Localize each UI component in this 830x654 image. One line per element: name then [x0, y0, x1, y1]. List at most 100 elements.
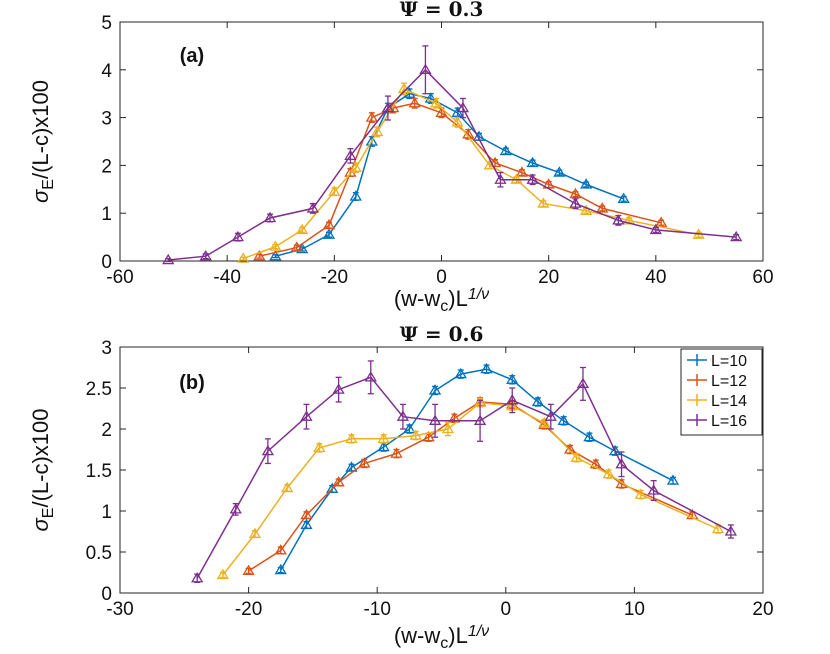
x-tick-label: 0 [436, 267, 447, 288]
data-point [274, 544, 287, 555]
x-tick-label: 40 [645, 267, 666, 288]
y-tick-label: 2 [101, 156, 112, 177]
data-point [526, 173, 539, 184]
x-tick-label: -20 [321, 267, 348, 288]
series-l16 [162, 45, 743, 265]
y-axis-label: σE/(L-c)x100 [28, 80, 57, 203]
series-line [242, 87, 699, 260]
y-tick-label: 3 [101, 338, 112, 359]
legend: L=10 L=12 L=14 L=16 [680, 348, 763, 436]
x-tick-label: -60 [106, 267, 133, 288]
plot-area-frame [119, 346, 764, 594]
data-point [553, 166, 566, 177]
data-point [253, 249, 266, 261]
data-point [377, 432, 390, 443]
data-point [296, 223, 309, 235]
y-tick-label: 1 [101, 204, 112, 225]
data-point [615, 457, 628, 469]
series-line [196, 376, 732, 579]
y-tick-label: 0 [101, 584, 112, 605]
data-point [263, 211, 277, 223]
data-point [358, 457, 371, 468]
data-point [345, 432, 358, 443]
x-label-superscript: 1/ν [468, 286, 489, 303]
data-point [365, 135, 378, 146]
data-point [349, 161, 362, 172]
series-l10 [274, 362, 680, 575]
chart-title: Ψ = 0.6 [400, 322, 484, 346]
data-point [711, 522, 725, 534]
x-tick-label: 0 [501, 599, 512, 620]
data-point [281, 481, 294, 493]
data-point [300, 518, 313, 530]
title-symbol: Ψ [400, 0, 419, 21]
y-tick-label: 4 [101, 61, 112, 82]
data-point [409, 429, 422, 440]
x-axis-label: (w-wc)L1/ν [394, 286, 489, 315]
data-point [569, 197, 582, 208]
chart-title: Ψ = 0.3 [400, 0, 484, 21]
data-point [306, 202, 320, 213]
legend-item: L=12 [687, 373, 747, 390]
data-point [617, 192, 630, 204]
x-tick-label: -30 [106, 599, 133, 620]
series-l16 [191, 360, 737, 583]
y-label-main: σ [28, 518, 53, 532]
series-line [222, 402, 719, 576]
y-tick-label: 2 [101, 420, 112, 441]
data-point [248, 527, 262, 539]
data-point [451, 116, 464, 127]
legend-item: L=16 [687, 413, 747, 430]
data-point [538, 418, 551, 430]
data-point [473, 414, 487, 425]
data-point [506, 394, 519, 405]
data-point [274, 563, 287, 575]
data-point [344, 149, 357, 160]
data-point [538, 416, 551, 428]
title-value: = 0.6 [418, 322, 483, 346]
y-tick-label: 0.5 [86, 543, 112, 564]
data-point [390, 447, 403, 458]
x-tick-label: 10 [624, 599, 645, 620]
x-tick-label: -20 [235, 599, 262, 620]
data-point [269, 249, 282, 261]
data-point [570, 451, 583, 462]
series-l14 [237, 82, 705, 263]
data-point [290, 241, 303, 252]
data-point [602, 467, 615, 479]
x-label-after: )L [448, 286, 468, 311]
data-point [313, 441, 326, 453]
x-label-after: )L [448, 623, 468, 648]
data-point [608, 444, 622, 456]
data-point [408, 96, 421, 108]
y-tick-label: 2.5 [86, 379, 112, 400]
data-point [332, 476, 345, 487]
title-value: = 0.3 [418, 0, 483, 21]
data-point [422, 430, 435, 442]
x-tick-label: 60 [752, 267, 773, 288]
data-point [322, 228, 336, 239]
data-point [396, 410, 410, 421]
data-point [377, 440, 390, 452]
y-label-main: σ [28, 189, 53, 203]
data-point [371, 125, 384, 137]
data-point [424, 92, 437, 103]
data-point [191, 571, 204, 583]
x-axis-label: (w-wc)L1/ν [394, 623, 489, 652]
data-point [576, 377, 590, 389]
data-point [430, 96, 443, 108]
series-l14 [216, 396, 725, 580]
x-tick-label: -40 [213, 267, 240, 288]
data-point [349, 190, 362, 201]
data-point [199, 249, 212, 261]
data-point [328, 185, 341, 196]
x-tick-label: -10 [363, 599, 390, 620]
panel-label: (a) [180, 45, 204, 67]
data-point [419, 63, 432, 74]
data-point [269, 240, 282, 251]
legend-item: L=10 [687, 353, 747, 370]
data-point [544, 410, 557, 421]
x-label-subscript: c [440, 635, 448, 652]
y-tick-label: 1.5 [86, 461, 112, 482]
data-point [403, 422, 416, 434]
